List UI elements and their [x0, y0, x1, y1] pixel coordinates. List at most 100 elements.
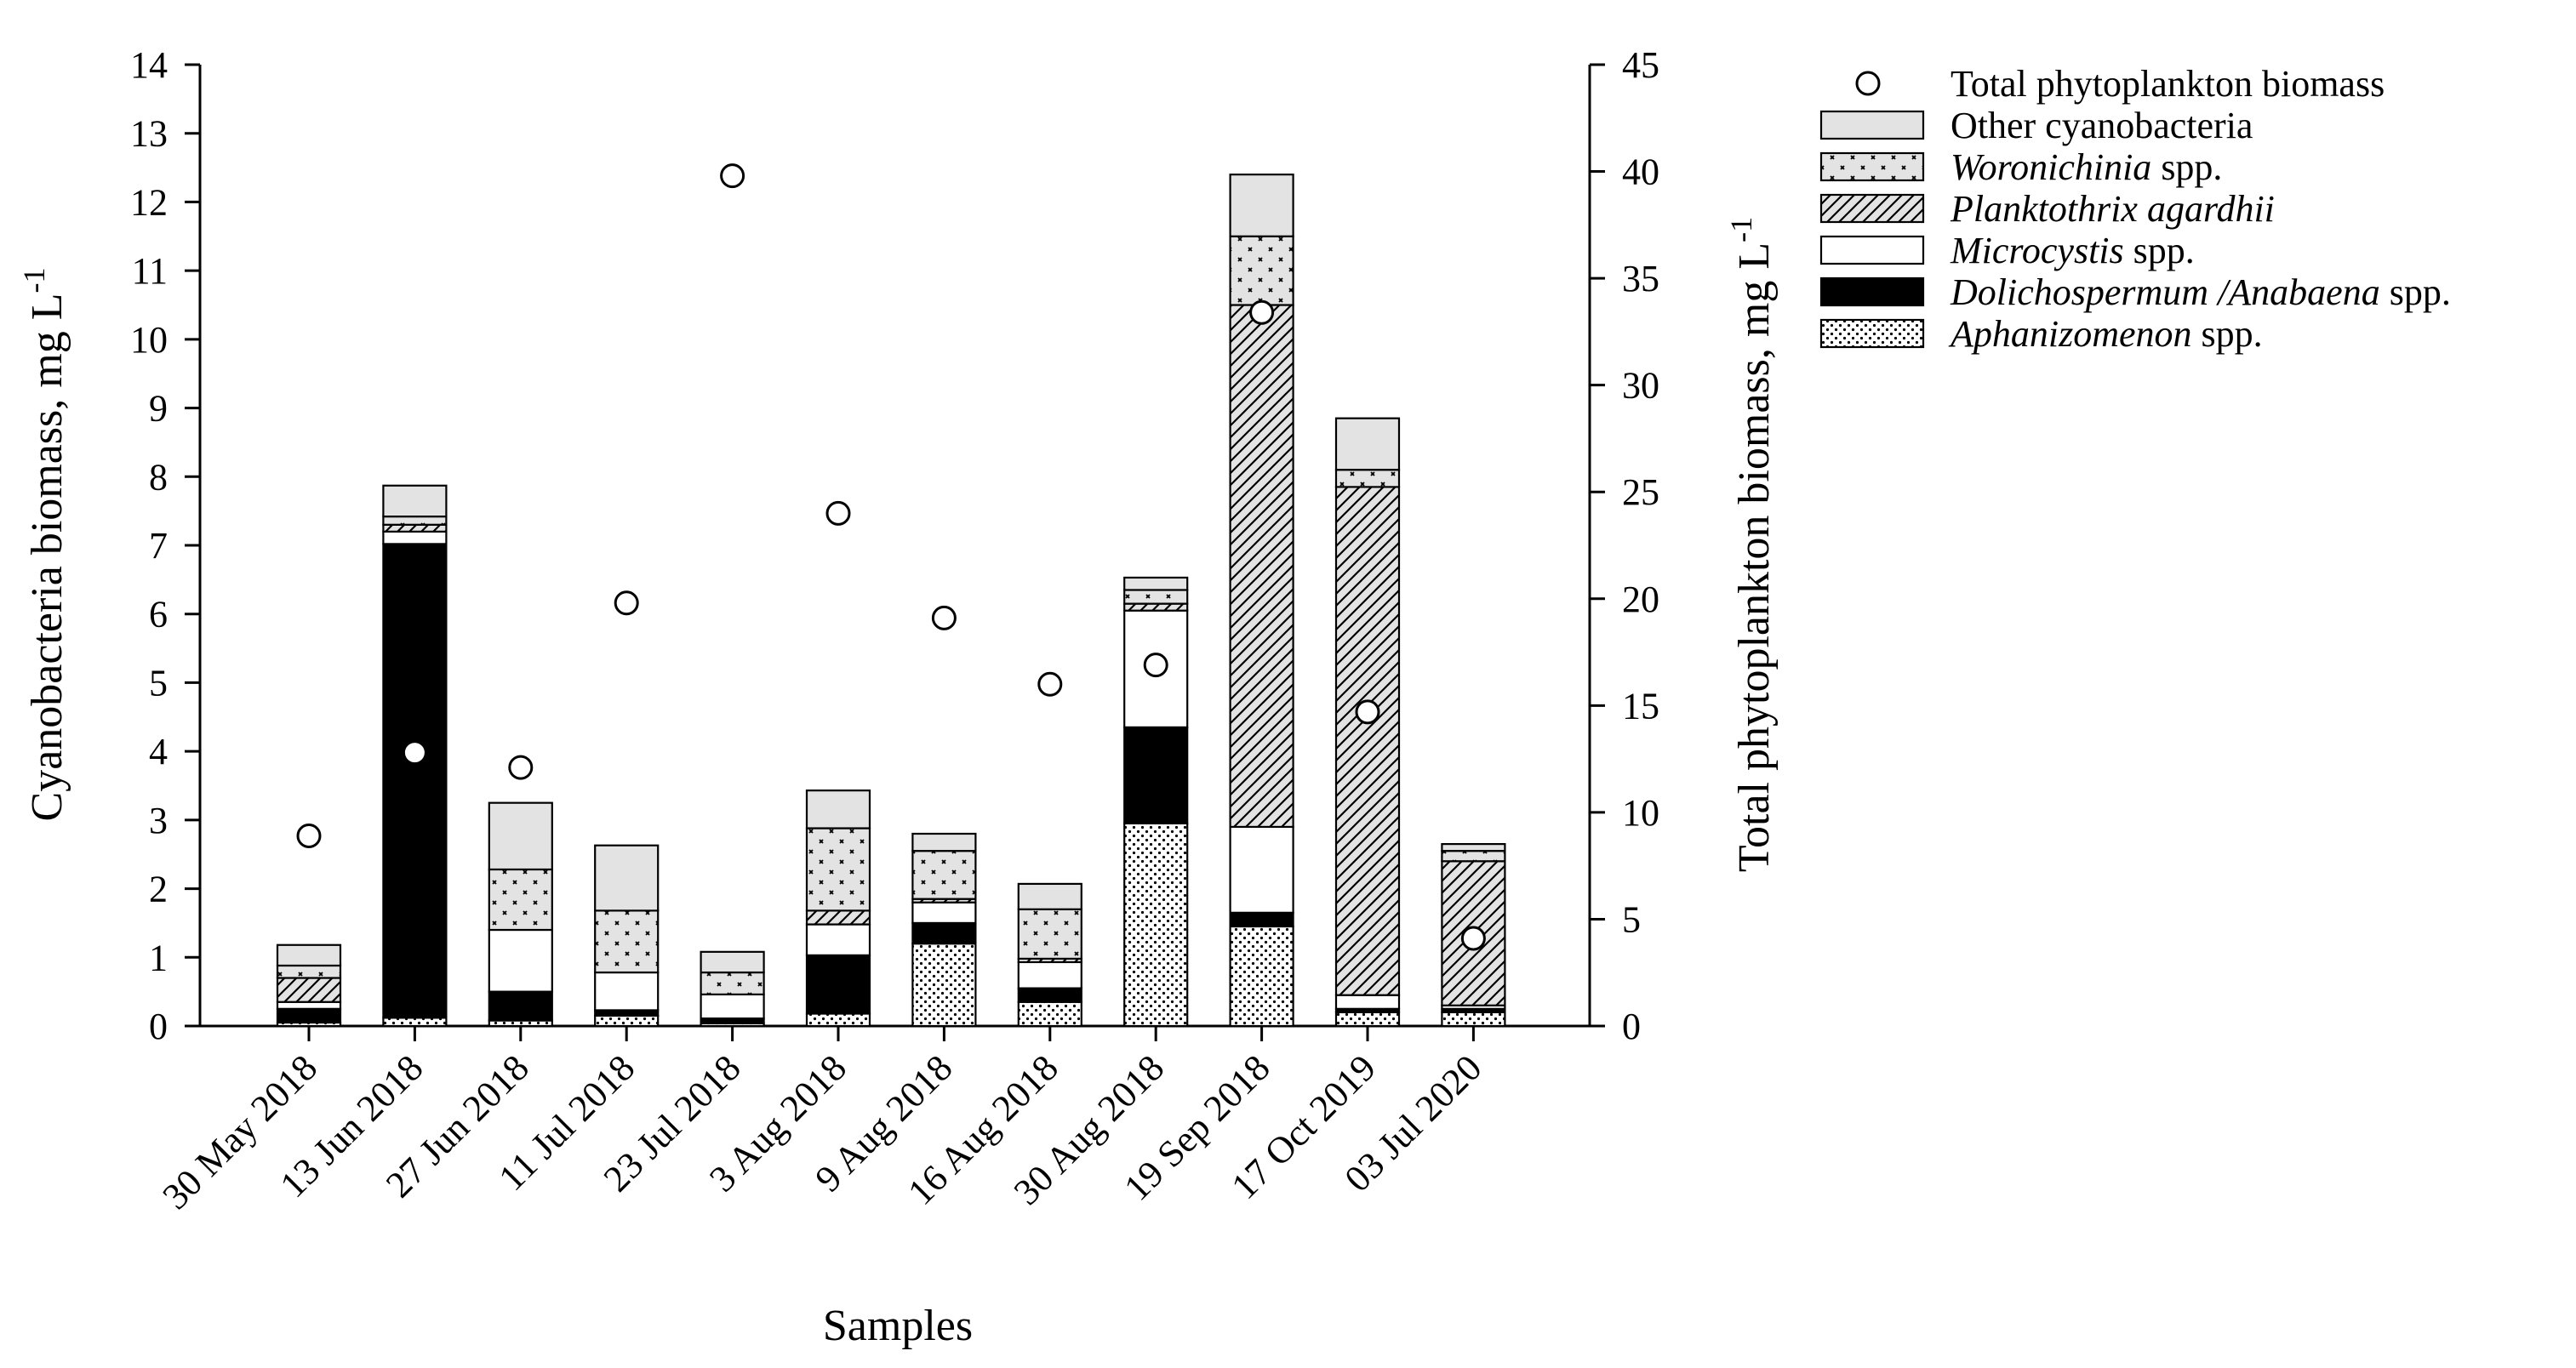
legend-label: Other cyanobacteria — [1951, 105, 2253, 146]
bar-segment — [276, 977, 342, 1003]
left-axis-tick-label: 13 — [130, 113, 168, 155]
total-biomass-point — [825, 500, 851, 526]
legend-label: Dolichospermum /Anabaena spp. — [1950, 271, 2451, 313]
total-biomass-point — [1249, 299, 1275, 325]
bar-segment — [1229, 304, 1294, 829]
bar-segment — [1123, 576, 1189, 591]
total-biomass-point — [1143, 653, 1168, 678]
left-axis-tick-label: 12 — [130, 181, 168, 223]
bar-segment — [911, 901, 977, 925]
bar-segment — [1017, 1000, 1082, 1028]
bars-layer — [276, 174, 1506, 1028]
left-axis-tick-label: 5 — [149, 662, 168, 704]
right-axis-tick-label: 20 — [1622, 579, 1659, 620]
bar-segment — [805, 954, 871, 1015]
total-biomass-point — [1355, 699, 1380, 725]
legend-swatch — [1819, 235, 1925, 265]
bar-segment — [1017, 960, 1082, 989]
bar-segment — [1017, 987, 1082, 1003]
bar-segment — [1334, 994, 1401, 1010]
legend-label: Woronichinia spp. — [1951, 146, 2222, 188]
legend-swatch — [1819, 151, 1925, 182]
bar-segment — [1334, 469, 1401, 488]
bar-segment — [805, 789, 871, 829]
bar-segment — [700, 950, 765, 974]
bar-segment — [1229, 235, 1294, 306]
left-axis-tick-label: 4 — [149, 731, 168, 772]
bar-segment — [805, 923, 871, 956]
bar-segment — [594, 844, 660, 912]
y-axis-title: Cyanobacteria biomass, mg L-1 — [17, 268, 71, 822]
labels-layer: 0123456789101112131405101520253035404530… — [17, 44, 1779, 1350]
legend-swatch — [1819, 110, 1925, 140]
left-axis-tick-label: 0 — [149, 1006, 168, 1047]
bar-segment — [1123, 589, 1189, 605]
bar-segment — [276, 1007, 342, 1024]
x-axis-title: Samples — [823, 1302, 973, 1350]
bar-segment — [1123, 602, 1189, 612]
bar-segment — [700, 971, 765, 995]
bar-segment — [805, 827, 871, 912]
bar-segment — [1441, 1011, 1506, 1028]
left-axis-tick-label: 2 — [149, 869, 168, 910]
legend-swatch — [1819, 318, 1925, 349]
bar-segment — [911, 921, 977, 945]
bar-segment — [1229, 925, 1294, 1028]
bar-segment — [1017, 908, 1082, 960]
bar-segment — [382, 523, 448, 533]
legend-swatch — [1819, 193, 1925, 224]
bar-segment — [1441, 843, 1506, 852]
right-axis-tick-label: 40 — [1622, 151, 1659, 193]
right-axis-tick-label: 10 — [1622, 792, 1659, 834]
total-biomass-point — [508, 755, 534, 780]
bar-segment — [488, 928, 553, 993]
bar-segment — [488, 868, 553, 932]
legend-label: Aphanizomenon spp. — [1948, 313, 2263, 355]
total-biomass-point — [1460, 926, 1486, 951]
bar-segment — [382, 515, 448, 526]
bar-segment — [276, 1000, 342, 1010]
bar-segment — [1334, 486, 1401, 996]
bar-segment — [911, 943, 977, 1028]
bar-segment — [911, 832, 977, 852]
left-axis-tick-label: 14 — [130, 44, 168, 86]
bar-segment — [488, 801, 553, 871]
bar-segment — [1441, 850, 1506, 863]
bar-segment — [382, 1017, 448, 1028]
left-axis-tick-label: 10 — [130, 319, 168, 361]
legend-label: Planktothrix agardhii — [1950, 188, 2275, 230]
bar-segment — [594, 909, 660, 974]
points-layer — [296, 163, 1486, 951]
right-axis-tick-label: 35 — [1622, 258, 1659, 299]
left-axis-tick-label: 6 — [149, 594, 168, 636]
bar-segment — [1229, 174, 1294, 237]
bar-segment — [911, 850, 977, 900]
right-axis-tick-label: 0 — [1622, 1006, 1641, 1047]
left-axis-tick-label: 3 — [149, 800, 168, 841]
legend-marker — [1855, 71, 1881, 96]
right-axis-tick-label: 5 — [1622, 898, 1641, 940]
left-axis-tick-label: 1 — [149, 937, 168, 978]
total-biomass-point — [402, 740, 427, 766]
bar-segment — [276, 943, 342, 967]
y2-axis-title: Total phytoplankton biomass, mg L-1 — [1724, 217, 1779, 872]
bar-segment — [1334, 417, 1401, 471]
left-axis-tick-label: 7 — [149, 525, 168, 567]
total-biomass-point — [931, 605, 957, 630]
bar-segment — [276, 964, 342, 979]
total-biomass-point — [296, 824, 322, 849]
bar-segment — [488, 990, 553, 1022]
right-axis-tick-label: 45 — [1622, 44, 1659, 86]
right-axis-tick-label: 15 — [1622, 685, 1659, 727]
bar-segment — [382, 543, 448, 1019]
bar-segment — [1123, 822, 1189, 1028]
bar-segment — [1334, 1011, 1401, 1028]
bar-segment — [805, 909, 871, 926]
total-biomass-point — [614, 590, 639, 616]
bar-segment — [594, 1014, 660, 1028]
legend-label: Microcystis spp. — [1950, 230, 2195, 271]
bar-segment — [1123, 726, 1189, 824]
